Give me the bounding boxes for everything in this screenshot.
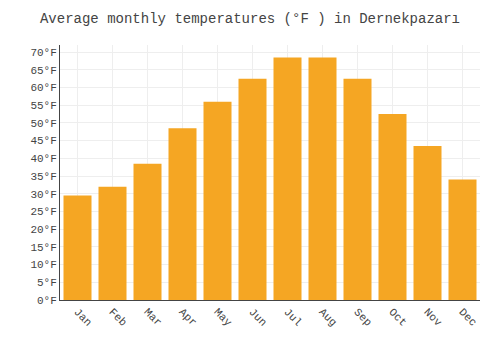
svg-text:May: May [211,306,234,329]
svg-text:70°F: 70°F [30,47,56,59]
svg-text:0°F: 0°F [37,295,57,307]
svg-text:25°F: 25°F [30,206,56,218]
svg-text:40°F: 40°F [30,153,56,165]
svg-text:65°F: 65°F [30,65,56,77]
svg-text:Aug: Aug [316,306,338,328]
svg-text:Nov: Nov [421,306,444,329]
svg-text:Oct: Oct [386,306,408,328]
svg-text:20°F: 20°F [30,224,56,236]
svg-text:60°F: 60°F [30,82,56,94]
svg-text:Apr: Apr [176,306,198,328]
svg-text:15°F: 15°F [30,242,56,254]
svg-text:Feb: Feb [106,306,128,328]
svg-text:Mar: Mar [141,306,163,328]
svg-text:50°F: 50°F [30,118,56,130]
svg-text:Jul: Jul [281,306,303,328]
svg-text:Sep: Sep [351,306,373,328]
svg-text:Average monthly temperatures (: Average monthly temperatures (°F ) in De… [40,11,460,27]
svg-text:5°F: 5°F [37,277,57,289]
svg-text:Jun: Jun [246,306,268,328]
svg-text:Dec: Dec [456,306,478,328]
svg-text:10°F: 10°F [30,259,56,271]
svg-text:30°F: 30°F [30,189,56,201]
svg-text:45°F: 45°F [30,135,56,147]
svg-text:55°F: 55°F [30,100,56,112]
svg-text:35°F: 35°F [30,171,56,183]
svg-text:Jan: Jan [71,306,93,328]
